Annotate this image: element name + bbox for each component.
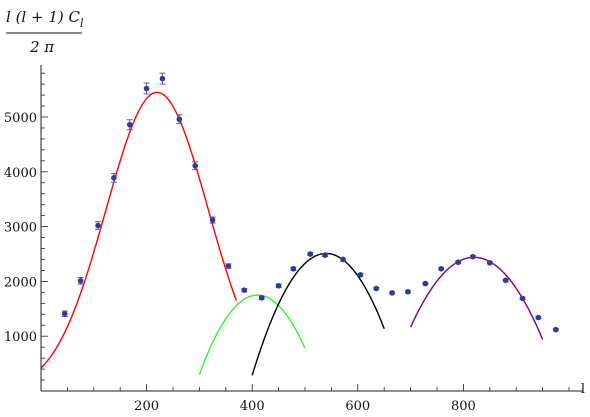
x-tick-label: 400 [240,399,265,414]
point-marker [487,259,493,266]
point-marker [438,265,445,272]
y-tick-label: 4000 [4,166,37,181]
point-marker [535,314,542,321]
data-point [209,216,216,224]
point-marker [225,263,232,269]
point-marker [95,222,101,229]
point-marker [340,256,346,263]
x-tick-label: 200 [134,399,159,414]
point-marker [77,278,84,284]
point-marker [519,295,526,302]
data-point [438,265,445,272]
data-point [389,290,396,296]
fit-curves [40,91,544,376]
data-point [275,282,282,289]
data-point [241,287,248,293]
data-point [290,265,297,272]
data-point [95,221,102,230]
data-points [61,72,559,333]
point-marker [553,326,559,333]
y-axis-label: l (l + 1) Cl 2 π [6,8,84,56]
point-marker [258,295,265,301]
point-marker [111,175,117,181]
data-point [322,252,329,258]
fit-curve [40,91,238,369]
data-point [61,310,68,317]
point-marker [209,217,216,223]
point-marker [373,285,380,292]
point-marker [290,265,297,272]
data-point [225,263,232,269]
data-point [357,272,364,278]
x-tick-label: 800 [451,399,476,414]
data-point [535,314,542,321]
point-marker [275,282,282,289]
data-point [258,295,265,301]
point-marker [389,290,395,296]
point-marker [126,121,133,128]
data-point [373,285,380,292]
fit-curve [409,256,544,340]
fit-curve [198,294,306,375]
data-point [519,295,526,302]
point-marker [422,280,429,287]
data-point [77,277,84,285]
y-tick-label: 1000 [4,330,37,345]
point-marker [143,85,150,92]
point-marker [357,272,364,278]
data-point [486,259,493,266]
point-marker [322,252,328,258]
data-point [176,114,183,125]
data-point [469,253,476,260]
data-point [340,256,347,263]
point-marker [405,289,411,295]
data-point [422,280,429,287]
data-point [552,326,559,333]
data-point [192,161,199,171]
point-marker [176,116,183,122]
data-point [110,172,117,183]
axes: 200 400 600 800 1000 2000 3000 4000 5000 [4,65,583,414]
point-marker [455,259,461,266]
point-marker [192,162,198,169]
y-axis-label-denominator: 2 π [29,38,55,56]
data-point [159,72,166,85]
fit-curve [251,252,385,376]
point-marker [159,75,166,82]
data-point [404,289,411,295]
y-tick-label: 5000 [4,111,37,126]
point-marker [502,277,509,284]
data-point [126,119,133,131]
y-tick-label: 2000 [4,275,37,290]
data-point [307,251,314,257]
x-axis-label: l [581,382,585,397]
y-axis-label-numerator: l (l + 1) Cl [6,8,84,30]
point-marker [307,251,314,257]
x-tick-label: 600 [345,399,370,414]
y-tick-label: 3000 [4,221,37,236]
data-point [143,82,150,95]
point-marker [241,287,248,293]
point-marker [470,253,476,260]
point-marker [61,310,68,317]
data-point [455,259,462,266]
data-point [502,277,509,284]
